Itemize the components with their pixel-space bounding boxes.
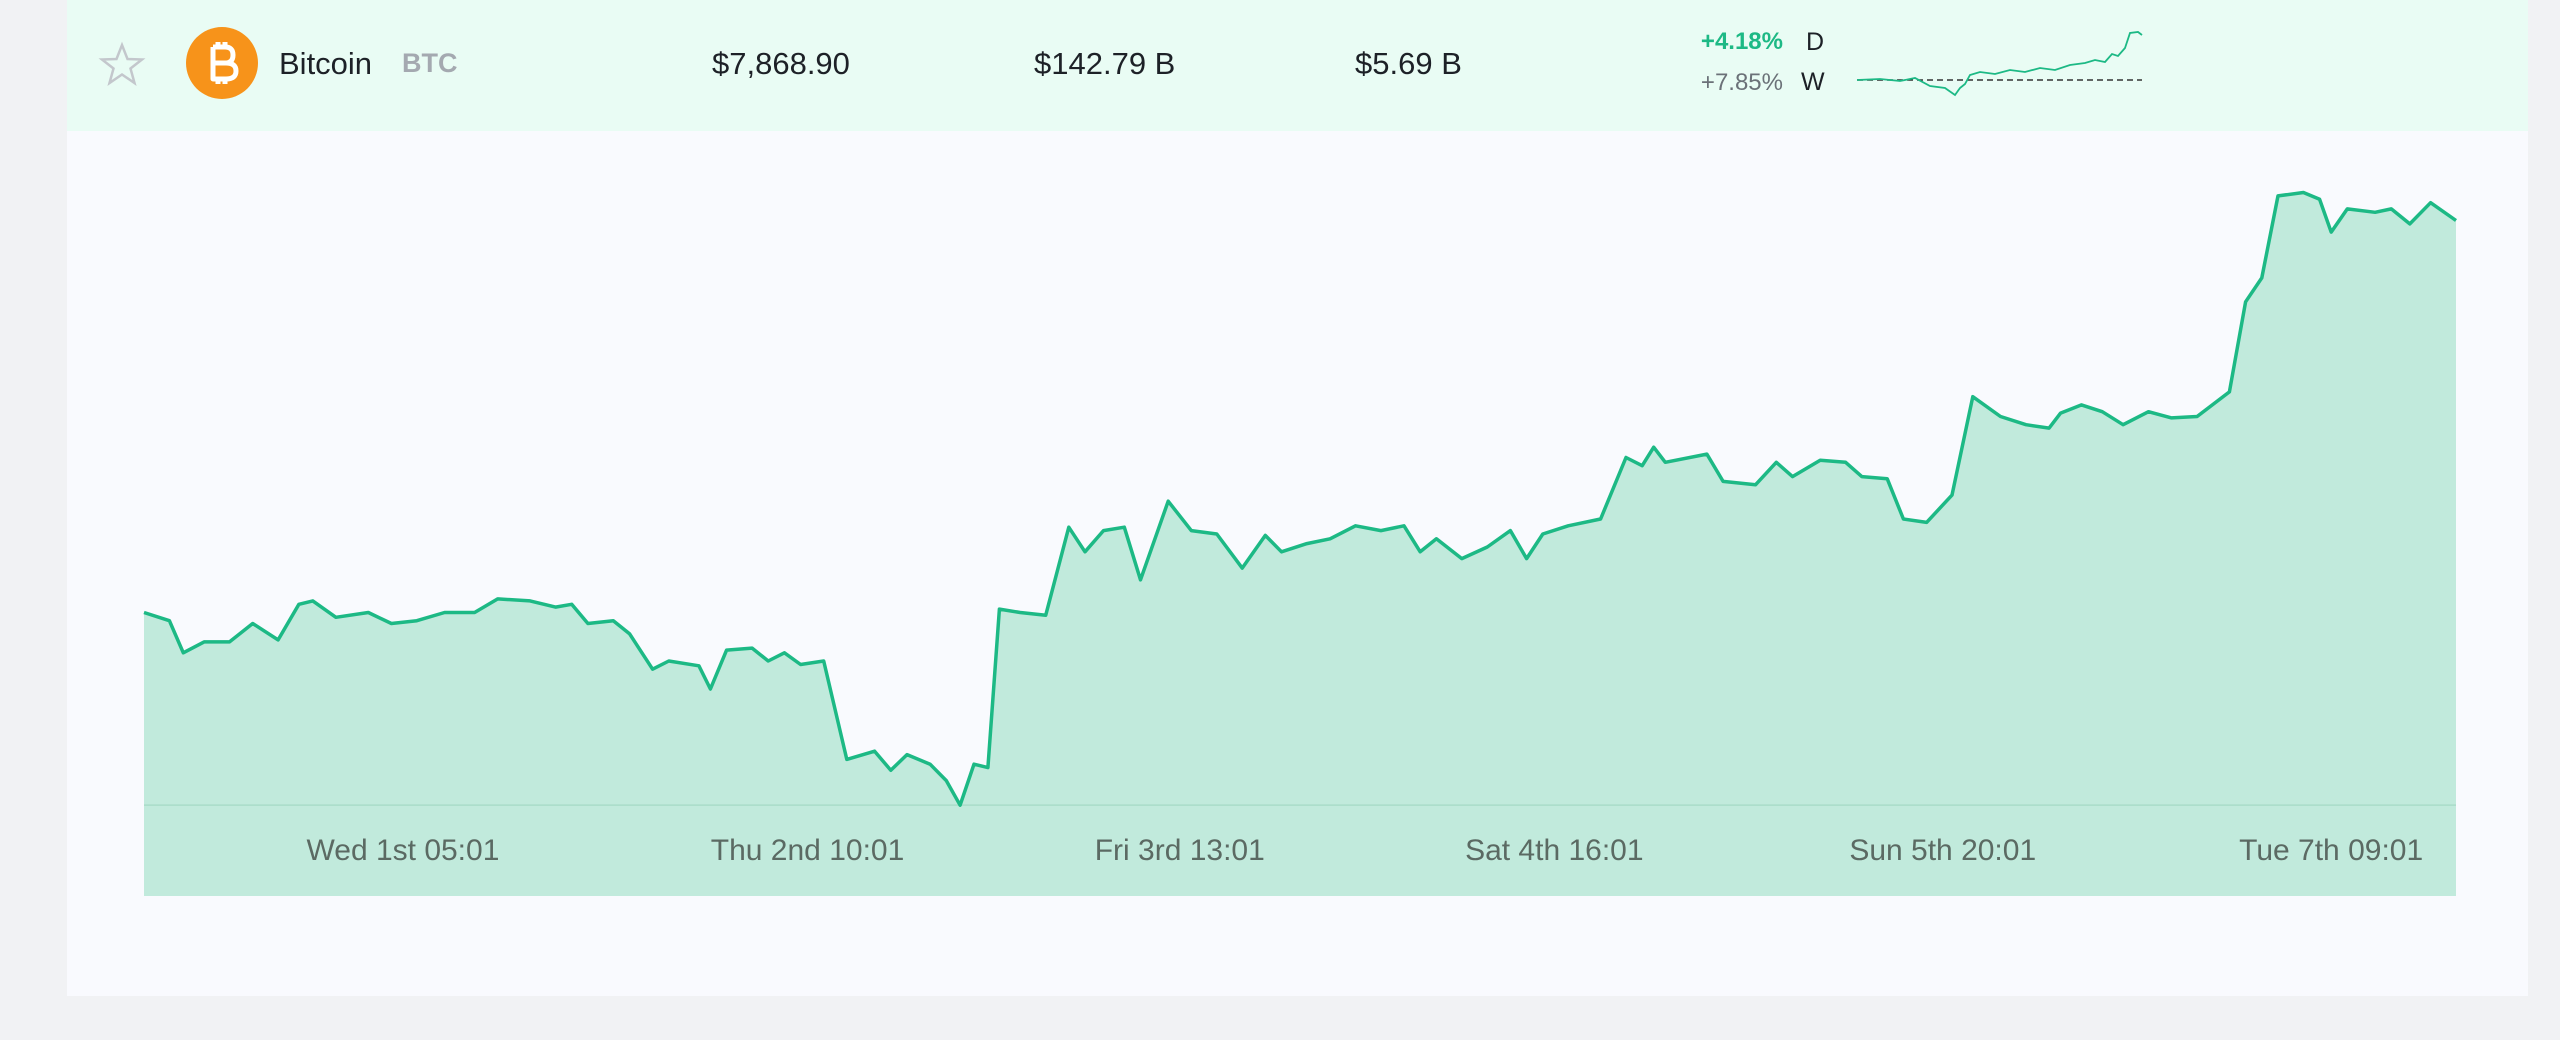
coin-name: Bitcoin — [279, 46, 373, 81]
sparkline-line — [1856, 31, 2143, 97]
coin-glyph — [210, 42, 239, 84]
day-label: D — [1806, 28, 1825, 56]
x-tick-label: Sun 5th 20:01 — [1849, 834, 2036, 867]
week-label: W — [1801, 68, 1825, 96]
x-tick-label: Tue 7th 09:01 — [2239, 834, 2423, 867]
change-week: +7.85% — [1700, 69, 1783, 96]
row-icons — [98, 27, 2143, 99]
change-day: +4.18% — [1700, 28, 1783, 55]
favorite-star[interactable] — [98, 41, 146, 86]
area-fill — [144, 192, 2456, 896]
x-tick-label: Wed 1st 05:01 — [306, 834, 499, 867]
price: $7,868.90 — [712, 46, 850, 81]
coin-symbol: BTC — [402, 48, 458, 78]
coin-row[interactable] — [67, 0, 2528, 131]
volume: $5.69 B — [1355, 46, 1462, 81]
sparkline — [1856, 31, 2143, 97]
chart: Wed 1st 05:01 Thu 2nd 10:01 Fri 3rd 13:01 S… — [143, 190, 2458, 896]
price-line — [143, 190, 2458, 807]
x-tick-label: Thu 2nd 10:01 — [711, 834, 905, 867]
market-cap: $142.79 B — [1034, 46, 1176, 81]
x-tick-label: Fri 3rd 13:01 — [1095, 834, 1265, 867]
x-tick-label: Sat 4th 16:01 — [1465, 834, 1643, 867]
